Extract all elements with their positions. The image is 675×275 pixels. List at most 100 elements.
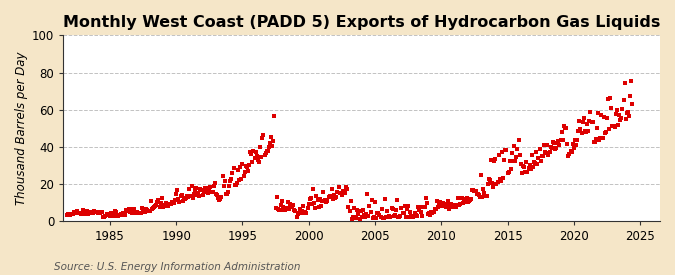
Point	[113, 213, 124, 217]
Point	[547, 140, 558, 144]
Point	[221, 192, 232, 197]
Point	[144, 209, 155, 213]
Point	[223, 190, 234, 194]
Point	[514, 152, 525, 157]
Point	[376, 207, 387, 211]
Point	[190, 186, 201, 190]
Point	[626, 79, 637, 84]
Point	[230, 183, 240, 187]
Point	[263, 145, 274, 149]
Point	[473, 192, 484, 197]
Point	[294, 211, 304, 215]
Point	[524, 163, 535, 167]
Point	[438, 201, 449, 205]
Point	[239, 170, 250, 174]
Point	[445, 203, 456, 208]
Point	[433, 205, 443, 209]
Point	[248, 148, 259, 153]
Point	[278, 205, 289, 209]
Point	[184, 187, 195, 192]
Point	[329, 193, 340, 197]
Point	[389, 213, 400, 217]
Point	[174, 200, 185, 204]
Point	[271, 195, 282, 199]
Point	[462, 200, 473, 204]
Point	[88, 210, 99, 215]
Point	[558, 124, 569, 128]
Point	[330, 195, 341, 200]
Point	[499, 158, 510, 162]
Point	[151, 203, 161, 207]
Point	[542, 143, 553, 147]
Point	[351, 216, 362, 220]
Point	[234, 178, 244, 182]
Point	[446, 202, 456, 206]
Point	[306, 202, 317, 206]
Point	[622, 110, 633, 114]
Point	[124, 207, 134, 211]
Point	[528, 164, 539, 169]
Point	[447, 204, 458, 209]
Point	[319, 199, 329, 204]
Point	[421, 196, 431, 200]
Point	[169, 197, 180, 202]
Point	[570, 137, 580, 142]
Point	[154, 204, 165, 209]
Point	[298, 204, 308, 208]
Point	[306, 196, 317, 200]
Point	[386, 206, 397, 210]
Point	[407, 214, 418, 219]
Point	[388, 214, 399, 218]
Point	[400, 215, 411, 219]
Point	[279, 208, 290, 212]
Point	[426, 210, 437, 214]
Point	[162, 202, 173, 207]
Point	[406, 214, 417, 218]
Point	[603, 127, 614, 132]
Point	[601, 130, 612, 134]
Point	[275, 203, 286, 207]
Point	[157, 205, 168, 209]
Point	[468, 188, 479, 192]
Point	[216, 195, 227, 199]
Point	[455, 202, 466, 206]
Point	[112, 213, 123, 218]
Point	[124, 210, 135, 214]
Point	[343, 205, 354, 209]
Point	[281, 206, 292, 211]
Point	[238, 174, 249, 178]
Point	[375, 215, 386, 220]
Point	[367, 198, 377, 202]
Point	[427, 210, 438, 215]
Point	[437, 204, 448, 208]
Point	[167, 200, 178, 205]
Point	[89, 209, 100, 213]
Point	[502, 170, 513, 175]
Point	[566, 149, 577, 154]
Point	[202, 190, 213, 194]
Point	[452, 203, 462, 207]
Point	[583, 129, 593, 133]
Point	[362, 192, 373, 197]
Point	[289, 208, 300, 212]
Point	[610, 112, 621, 117]
Point	[475, 195, 485, 200]
Point	[140, 210, 151, 214]
Point	[68, 212, 79, 217]
Point	[324, 194, 335, 198]
Point	[567, 142, 578, 146]
Point	[540, 150, 551, 154]
Point	[452, 196, 463, 200]
Point	[266, 134, 277, 139]
Point	[454, 202, 464, 207]
Point	[358, 213, 369, 218]
Point	[556, 130, 567, 134]
Point	[254, 145, 265, 149]
Point	[175, 194, 186, 199]
Point	[310, 206, 321, 210]
Point	[591, 137, 601, 141]
Point	[211, 193, 222, 197]
Point	[352, 208, 362, 212]
Point	[429, 207, 440, 211]
Point	[578, 116, 589, 120]
